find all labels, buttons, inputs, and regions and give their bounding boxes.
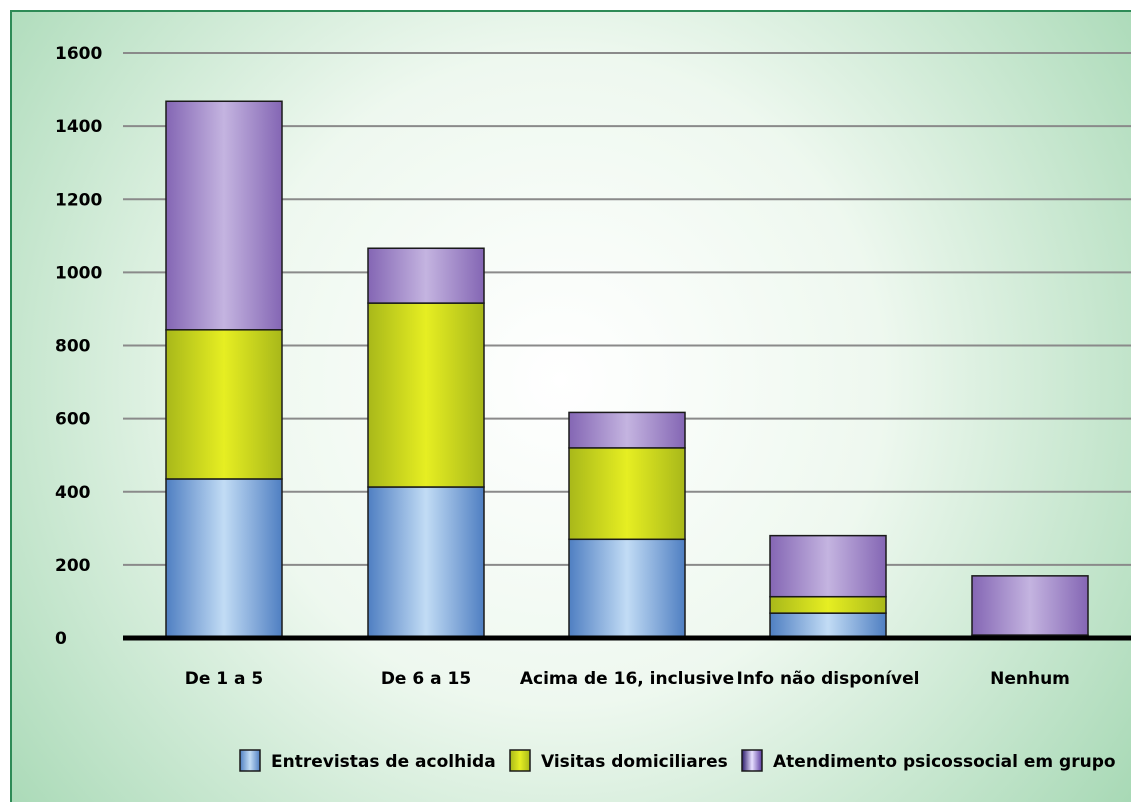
y-tick-label: 1000	[55, 263, 102, 283]
y-tick-label: 600	[55, 410, 91, 430]
bar-segment	[769, 595, 887, 614]
y-tick-label: 1400	[55, 117, 102, 137]
bar-segment	[367, 486, 485, 639]
bar-segment	[971, 575, 1089, 636]
legend-item: Entrevistas de acolhida	[239, 749, 496, 772]
bar-segment	[367, 247, 485, 304]
bar-segment	[769, 534, 887, 598]
y-tick-label: 1600	[55, 44, 102, 64]
bar-segment	[769, 612, 887, 639]
bar-stack	[971, 575, 1089, 639]
y-tick-label: 400	[55, 483, 91, 503]
bars	[165, 100, 1089, 639]
bar-segment	[165, 100, 283, 331]
bar-stack	[367, 247, 485, 639]
x-tick-label: Nenhum	[990, 669, 1070, 689]
bar-segment	[165, 329, 283, 480]
bar-stack	[165, 100, 283, 639]
legend-swatch	[741, 749, 763, 772]
y-tick-label: 1200	[55, 190, 102, 210]
legend-item: Atendimento psicossocial em grupo	[741, 749, 1116, 772]
x-tick-label: Acima de 16, inclusive	[520, 669, 734, 689]
bar-segment	[568, 538, 686, 639]
x-tick-label: De 6 a 15	[381, 669, 471, 689]
x-tick-label: De 1 a 5	[185, 669, 264, 689]
x-axis-labels: De 1 a 5 De 6 a 15 Acima de 16, inclusive I…	[185, 669, 1070, 689]
bar-stack	[769, 534, 887, 639]
y-tick-label: 0	[55, 629, 67, 649]
y-axis-ticks: 0 200 400 600 800 1000 1200 1400 1600	[55, 44, 102, 649]
y-tick-label: 200	[55, 556, 91, 576]
legend-item: Visitas domiciliares	[509, 749, 728, 772]
legend-label: Entrevistas de acolhida	[271, 752, 496, 772]
legend-label: Atendimento psicossocial em grupo	[773, 752, 1116, 772]
y-tick-label: 800	[55, 337, 91, 357]
x-tick-label: Info não disponível	[737, 669, 920, 689]
bar-segment	[568, 411, 686, 449]
bar-stack	[568, 411, 686, 639]
legend-swatch	[509, 749, 531, 772]
legend-label: Visitas domiciliares	[541, 752, 728, 772]
bar-segment	[367, 302, 485, 488]
legend-swatch	[239, 749, 261, 772]
bar-segment	[165, 478, 283, 639]
legend: Entrevistas de acolhida Visitas domicilia…	[239, 749, 1116, 772]
bar-segment	[568, 447, 686, 541]
